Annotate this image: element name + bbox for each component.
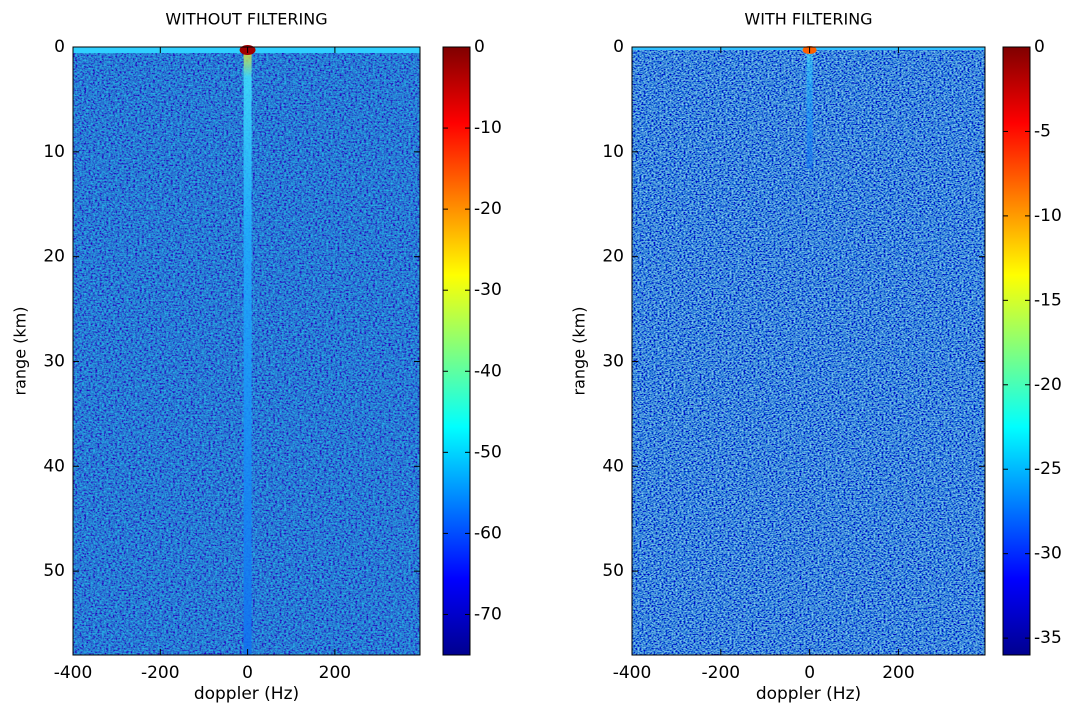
- colorbar-tick-label: -30: [474, 280, 502, 300]
- x-tick-label: -200: [702, 663, 741, 683]
- colorbar: [442, 46, 471, 656]
- x-tick-label: 0: [242, 663, 253, 683]
- y-tick-label: 0: [613, 37, 624, 57]
- colorbar-tick-label: 0: [474, 37, 485, 57]
- x-tick-label: -400: [613, 663, 652, 683]
- colorbar-tick-label: -60: [474, 523, 502, 543]
- colorbar-tick-label: -10: [474, 118, 502, 138]
- y-tick-label: 10: [602, 142, 624, 162]
- y-tick-label: 50: [602, 561, 624, 581]
- colorbar-tick-label: -20: [1034, 375, 1062, 395]
- y-tick-label: 10: [43, 142, 65, 162]
- y-axis-label: range (km): [11, 307, 30, 396]
- colorbar-tick-label: -15: [1034, 290, 1062, 310]
- colorbar-tick-label: -50: [474, 442, 502, 462]
- plot-frame: [631, 46, 986, 656]
- colorbar-tick-label: -40: [474, 361, 502, 381]
- colorbar-tick-label: -25: [1034, 459, 1062, 479]
- y-tick-label: 40: [43, 456, 65, 476]
- plot-frame: [72, 46, 421, 656]
- chart-title: WITH FILTERING: [744, 10, 872, 29]
- x-tick-label: -400: [54, 663, 93, 683]
- chart-title: WITHOUT FILTERING: [165, 10, 327, 29]
- colorbar-tick-label: -5: [1034, 121, 1051, 141]
- x-axis-label: doppler (Hz): [756, 684, 861, 704]
- x-tick-label: -200: [141, 663, 180, 683]
- x-tick-label: 200: [882, 663, 914, 683]
- x-axis-label: doppler (Hz): [194, 684, 299, 704]
- y-tick-label: 30: [43, 351, 65, 371]
- colorbar-tick-label: -20: [474, 199, 502, 219]
- y-tick-label: 40: [602, 456, 624, 476]
- x-tick-label: 0: [804, 663, 815, 683]
- colorbar-tick-label: -70: [474, 604, 502, 624]
- y-tick-label: 20: [602, 247, 624, 267]
- residual-ridge: [806, 47, 813, 169]
- colorbar: [1002, 46, 1031, 656]
- y-tick-label: 50: [43, 561, 65, 581]
- y-tick-label: 20: [43, 247, 65, 267]
- y-tick-label: 0: [54, 37, 65, 57]
- colorbar-tick-label: -35: [1034, 628, 1062, 648]
- zero-doppler-ridge: [243, 47, 252, 655]
- y-axis-label: range (km): [570, 307, 589, 396]
- colorbar-tick-label: -30: [1034, 544, 1062, 564]
- y-tick-label: 30: [602, 351, 624, 371]
- x-tick-label: 200: [319, 663, 351, 683]
- colorbar-tick-label: -10: [1034, 206, 1062, 226]
- colorbar-tick-label: 0: [1034, 37, 1045, 57]
